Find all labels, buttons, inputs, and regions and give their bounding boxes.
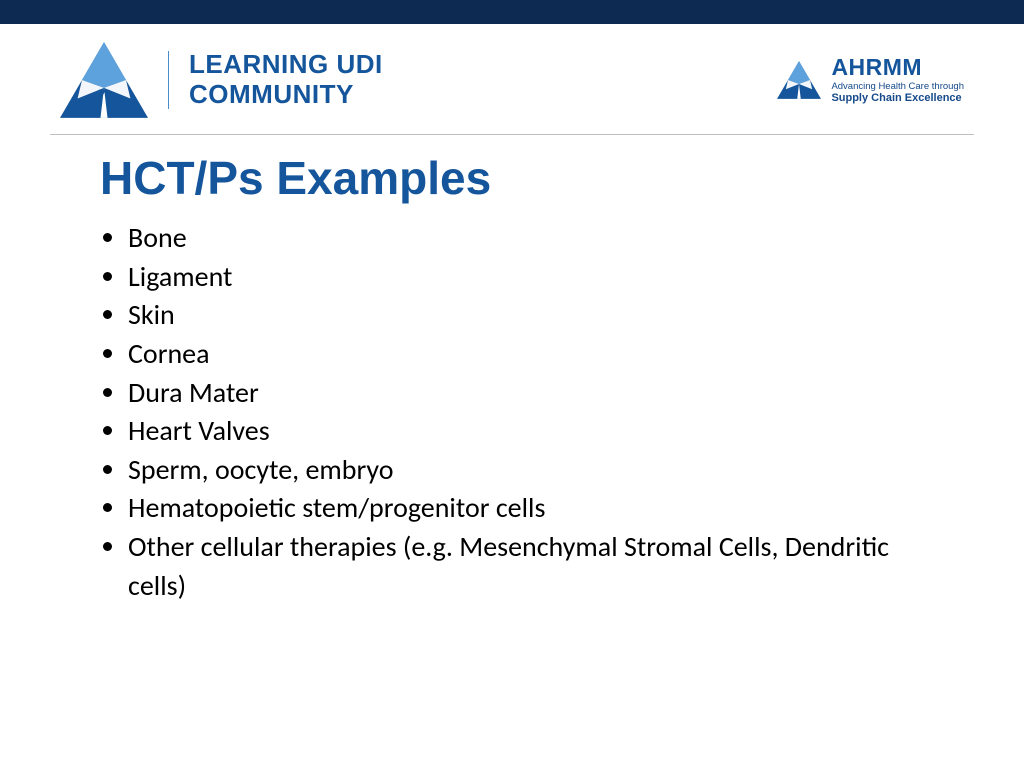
luc-logo-text: LEARNING UDI COMMUNITY <box>189 50 383 110</box>
list-item: Other cellular therapies (e.g. Mesenchym… <box>128 528 924 605</box>
logo-divider <box>168 51 169 109</box>
slide-title: HCT/Ps Examples <box>100 151 924 205</box>
ahrmm-tagline-1: Advancing Health Care through <box>831 81 964 92</box>
luc-triangle-logo <box>60 42 148 118</box>
list-item: Bone <box>128 219 924 258</box>
list-item: Sperm, oocyte, embryo <box>128 451 924 490</box>
ahrmm-title: AHRMM <box>831 56 964 79</box>
logo-left-block: LEARNING UDI COMMUNITY <box>60 42 383 118</box>
ahrmm-tagline-2: Supply Chain Excellence <box>831 92 964 104</box>
list-item: Hematopoietic stem/progenitor cells <box>128 489 924 528</box>
slide-content: HCT/Ps Examples BoneLigamentSkinCorneaDu… <box>0 135 1024 605</box>
list-item: Heart Valves <box>128 412 924 451</box>
slide-header: LEARNING UDI COMMUNITY AHRMM Advancing H… <box>0 24 1024 134</box>
top-bar <box>0 0 1024 24</box>
bullet-list: BoneLigamentSkinCorneaDura MaterHeart Va… <box>100 219 924 605</box>
list-item: Skin <box>128 296 924 335</box>
logo-line-1: LEARNING UDI <box>189 50 383 80</box>
list-item: Dura Mater <box>128 374 924 413</box>
list-item: Ligament <box>128 258 924 297</box>
list-item: Cornea <box>128 335 924 374</box>
ahrmm-triangle-icon <box>777 61 821 99</box>
logo-right-block: AHRMM Advancing Health Care through Supp… <box>777 56 964 104</box>
ahrmm-text-block: AHRMM Advancing Health Care through Supp… <box>831 56 964 104</box>
logo-line-2: COMMUNITY <box>189 80 383 110</box>
